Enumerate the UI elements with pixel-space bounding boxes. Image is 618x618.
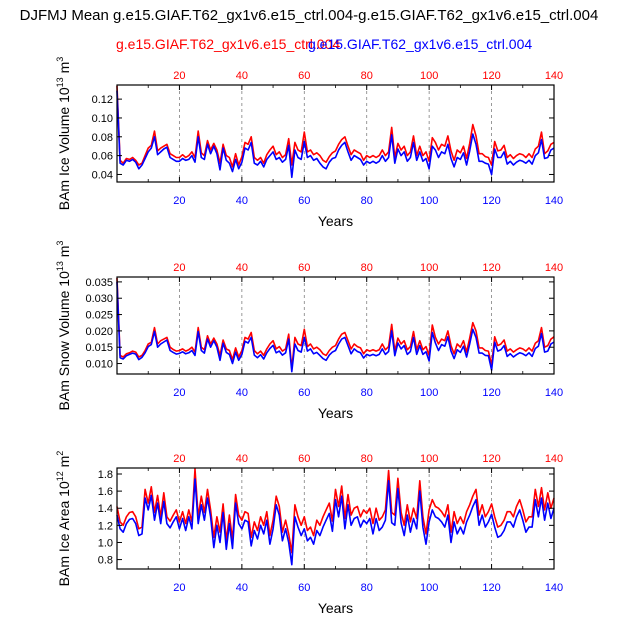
x-top-tick-label: 80 [361, 70, 373, 82]
y-tick-label: 0.035 [85, 277, 113, 289]
y-tick-label: 0.010 [85, 359, 113, 371]
legend-red-label: g.e15.GIAF.T62_gx1v6.e15_ctrl.004 [116, 36, 340, 52]
x-bottom-tick-label: 120 [482, 195, 500, 207]
series-line-blue [116, 90, 555, 179]
x-bottom-tick-label: 80 [361, 387, 373, 399]
y-axis-label-text: m [56, 62, 72, 78]
y-axis-label-text: m [56, 246, 72, 262]
y-axis-label-text: m [56, 456, 72, 472]
y-axis-label-exponent: 13 [55, 261, 65, 271]
x-top-tick-label: 60 [298, 453, 310, 465]
y-axis-label-exponent: 2 [55, 451, 65, 456]
y-tick-label: 0.020 [85, 326, 113, 338]
x-top-tick-label: 80 [361, 262, 373, 274]
y-axis-label-exponent: 3 [55, 57, 65, 62]
y-axis-label-exponent: 13 [55, 77, 65, 87]
x-top-tick-label: 140 [545, 70, 563, 82]
x-top-tick-label: 140 [545, 262, 563, 274]
x-top-tick-label: 120 [482, 262, 500, 274]
x-bottom-tick-label: 100 [420, 195, 438, 207]
x-bottom-tick-label: 120 [482, 387, 500, 399]
x-bottom-tick-label: 140 [545, 582, 563, 594]
y-tick-label: 0.06 [92, 151, 113, 163]
series-line-blue [116, 281, 555, 373]
y-axis-label: BAm Ice Area 1012 m2 [55, 451, 72, 587]
x-top-tick-label: 20 [173, 70, 185, 82]
x-axis-label: Years [318, 405, 353, 421]
y-tick-label: 0.08 [92, 132, 113, 144]
x-top-tick-label: 80 [361, 453, 373, 465]
series-line-red [116, 468, 555, 554]
y-axis-label-text: BAm Snow Volume 10 [56, 271, 72, 411]
x-bottom-tick-label: 40 [236, 582, 248, 594]
x-top-tick-label: 100 [420, 453, 438, 465]
y-tick-label: 0.030 [85, 293, 113, 305]
y-tick-label: 0.04 [92, 169, 113, 181]
y-tick-label: 1.4 [98, 503, 113, 515]
y-axis-label: BAm Snow Volume 1013 m3 [55, 241, 72, 411]
y-tick-label: 1.8 [98, 469, 113, 481]
chart-panel-3: 20 40 60 80 100 120 140 20 40 60 80 100 120 140 0.8 1.0… [55, 451, 563, 616]
y-tick-label: 1.6 [98, 486, 113, 498]
y-axis-label-text: BAm Ice Area 10 [56, 481, 72, 586]
x-top-tick-label: 120 [482, 453, 500, 465]
x-axis-label: Years [318, 600, 353, 616]
x-bottom-tick-label: 100 [420, 582, 438, 594]
y-axis-label-text: BAm Ice Volume 10 [56, 87, 72, 210]
x-top-tick-label: 100 [420, 262, 438, 274]
x-bottom-tick-label: 140 [545, 195, 563, 207]
series-line-red [116, 85, 555, 168]
y-tick-label: 0.12 [92, 94, 113, 106]
x-top-tick-label: 40 [236, 70, 248, 82]
x-bottom-tick-label: 60 [298, 582, 310, 594]
y-axis-label: BAm Ice Volume 1013 m3 [55, 57, 72, 211]
legend-blue-label: g.e15.GIAF.T62_gx1v6.e15_ctrl.004 [308, 36, 532, 52]
x-bottom-tick-label: 100 [420, 387, 438, 399]
y-axis-label-exponent: 3 [55, 241, 65, 246]
x-top-tick-label: 100 [420, 70, 438, 82]
x-bottom-tick-label: 120 [482, 582, 500, 594]
plot-frame [116, 84, 555, 183]
figure-title: DJFMJ Mean g.e15.GIAF.T62_gx1v6.e15_ctrl… [20, 7, 599, 24]
x-top-tick-label: 120 [482, 70, 500, 82]
x-top-tick-label: 60 [298, 262, 310, 274]
x-top-tick-label: 60 [298, 70, 310, 82]
y-tick-label: 0.015 [85, 342, 113, 354]
x-axis-label: Years [318, 213, 353, 229]
chart-panels: 20 40 60 80 100 120 140 20 40 60 80 100 120 140 0.04 0.… [55, 57, 563, 616]
y-tick-label: 1.2 [98, 520, 113, 532]
y-tick-label: 0.8 [98, 555, 113, 567]
x-bottom-tick-label: 20 [173, 582, 185, 594]
x-bottom-tick-label: 20 [173, 387, 185, 399]
y-tick-label: 0.10 [92, 113, 113, 125]
series-line-blue [116, 478, 555, 566]
series-line-red [116, 277, 555, 370]
x-top-tick-label: 40 [236, 262, 248, 274]
x-bottom-tick-label: 80 [361, 195, 373, 207]
x-bottom-tick-label: 60 [298, 195, 310, 207]
x-top-tick-label: 140 [545, 453, 563, 465]
x-bottom-tick-label: 140 [545, 387, 563, 399]
chart-panel-2: 20 40 60 80 100 120 140 20 40 60 80 100 120 140 0.010 0… [55, 241, 563, 421]
chart-panel-1: 20 40 60 80 100 120 140 20 40 60 80 100 120 140 0.04 0.… [55, 57, 563, 229]
y-tick-label: 1.0 [98, 537, 113, 549]
x-bottom-tick-label: 60 [298, 387, 310, 399]
x-top-tick-label: 20 [173, 262, 185, 274]
x-bottom-tick-label: 40 [236, 387, 248, 399]
x-bottom-tick-label: 20 [173, 195, 185, 207]
x-bottom-tick-label: 80 [361, 582, 373, 594]
x-top-tick-label: 20 [173, 453, 185, 465]
y-axis-label-exponent: 12 [55, 471, 65, 481]
x-top-tick-label: 40 [236, 453, 248, 465]
y-tick-label: 0.025 [85, 310, 113, 322]
x-bottom-tick-label: 40 [236, 195, 248, 207]
